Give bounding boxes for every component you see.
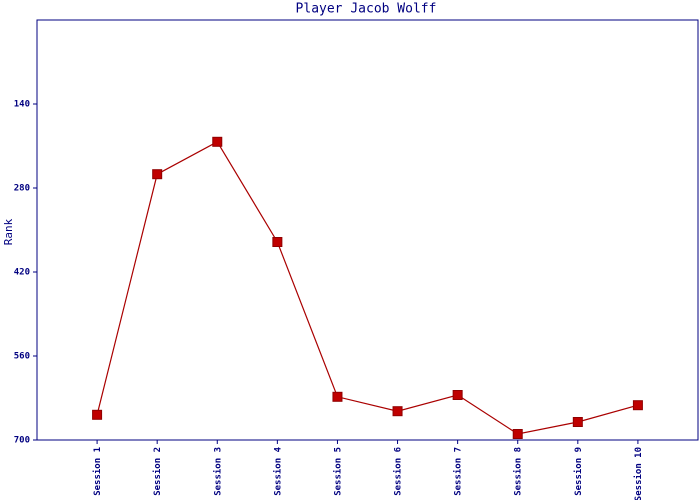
x-tick-label: Session 5 xyxy=(332,447,343,496)
x-tick-label: Session 3 xyxy=(212,447,223,496)
x-tick-label: Session 2 xyxy=(152,447,163,496)
marker xyxy=(212,136,223,147)
marker xyxy=(92,409,103,420)
marker xyxy=(332,391,343,402)
marker xyxy=(452,390,463,400)
marker xyxy=(632,400,643,411)
x-tick-label: Session 10 xyxy=(633,447,644,500)
x-tick-label: Session 9 xyxy=(573,447,584,496)
marker xyxy=(392,406,403,417)
y-axis-label: Rank xyxy=(2,218,15,245)
y-tick-label: 700 xyxy=(14,436,30,446)
line xyxy=(96,140,639,435)
chart-title: Player Jacob Wolff xyxy=(296,2,437,17)
y-tick-label: 280 xyxy=(14,184,30,194)
y-tick-label: 560 xyxy=(14,352,30,362)
plot-frame xyxy=(36,19,699,441)
x-tick-label: Session 7 xyxy=(453,447,464,496)
x-tick-label: Session 1 xyxy=(92,447,103,496)
x-tick-label: Session 6 xyxy=(393,447,404,496)
marker xyxy=(152,169,163,180)
marker xyxy=(572,417,583,427)
marker xyxy=(272,237,283,247)
y-tick-label: 140 xyxy=(14,100,30,110)
x-tick-label: Session 8 xyxy=(513,447,524,496)
y-tick-label: 420 xyxy=(14,268,30,278)
marker xyxy=(512,429,523,439)
x-tick-label: Session 4 xyxy=(272,446,283,495)
